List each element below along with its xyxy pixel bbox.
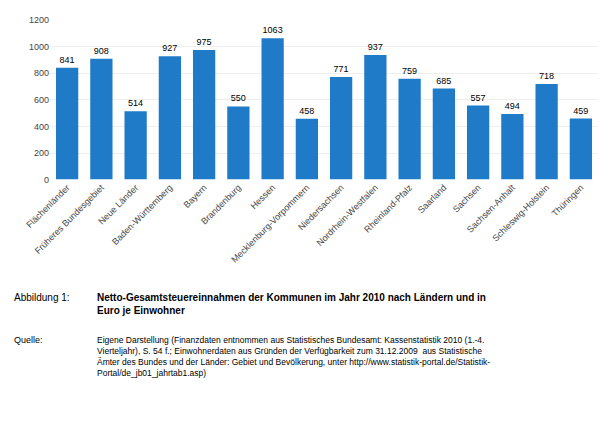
svg-text:Nordrhein-Westfalen: Nordrhein-Westfalen	[315, 183, 380, 248]
svg-text:557: 557	[471, 93, 486, 103]
svg-text:1063: 1063	[263, 25, 283, 35]
svg-text:800: 800	[34, 68, 49, 78]
svg-text:685: 685	[436, 76, 451, 86]
svg-text:Früheres Bundesgebiet: Früheres Bundesgebiet	[33, 182, 107, 256]
svg-text:927: 927	[162, 43, 177, 53]
svg-text:Hessen: Hessen	[249, 183, 278, 212]
svg-text:514: 514	[128, 98, 143, 108]
svg-text:494: 494	[505, 101, 520, 111]
svg-text:Niedersachsen: Niedersachsen	[296, 183, 346, 233]
svg-text:1200: 1200	[29, 15, 49, 25]
svg-text:Bayern: Bayern	[181, 183, 208, 210]
svg-text:908: 908	[94, 46, 109, 56]
svg-text:Quelle:: Quelle:	[14, 335, 43, 345]
svg-text:Netto-Gesamtsteuereinnahmen de: Netto-Gesamtsteuereinnahmen der Kommunen…	[97, 292, 486, 316]
svg-text:Sachsen-Anhalt: Sachsen-Anhalt	[465, 182, 517, 234]
svg-text:550: 550	[231, 93, 246, 103]
svg-text:718: 718	[539, 71, 554, 81]
svg-text:Neue Länder: Neue Länder	[96, 183, 140, 227]
svg-text:200: 200	[34, 148, 49, 158]
svg-text:937: 937	[368, 42, 383, 52]
svg-text:Brandenburg: Brandenburg	[199, 183, 243, 227]
svg-text:Thüringen: Thüringen	[550, 183, 586, 219]
svg-text:Mecklenburg-Vorpommern: Mecklenburg-Vorpommern	[229, 183, 311, 265]
svg-text:Rheinland-Pfalz: Rheinland-Pfalz	[362, 182, 414, 234]
svg-text:Flächenländer: Flächenländer	[24, 183, 71, 230]
svg-text:759: 759	[402, 66, 417, 76]
svg-text:Baden-Württemberg: Baden-Württemberg	[110, 183, 174, 247]
svg-text:0: 0	[44, 175, 49, 185]
svg-text:Sachsen: Sachsen	[451, 183, 483, 215]
svg-text:1000: 1000	[29, 42, 49, 52]
svg-text:Schleswig-Holstein: Schleswig-Holstein	[490, 183, 551, 244]
svg-text:975: 975	[197, 37, 212, 47]
svg-text:459: 459	[573, 106, 588, 116]
svg-text:Abbildung 1:: Abbildung 1:	[14, 292, 70, 303]
svg-text:771: 771	[334, 64, 349, 74]
svg-text:458: 458	[299, 106, 314, 116]
svg-text:841: 841	[60, 55, 75, 65]
svg-text:600: 600	[34, 95, 49, 105]
svg-text:Saarland: Saarland	[416, 183, 449, 216]
svg-text:400: 400	[34, 122, 49, 132]
svg-text:Eigene Darstellung (Finanzdate: Eigene Darstellung (Finanzdaten entnomme…	[97, 335, 490, 378]
